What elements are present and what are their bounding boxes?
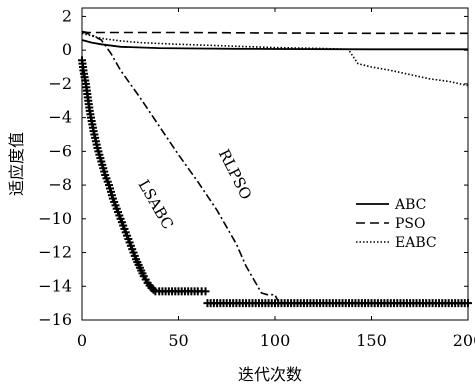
series-group (78, 30, 472, 308)
annotation-lsabc: LSABC (135, 177, 178, 233)
lsabc-line (80, 60, 206, 293)
pso-line (81, 30, 468, 35)
legend-label-pso: PSO (395, 216, 426, 232)
y-tick-label: −16 (38, 310, 72, 329)
axes: 0 50 100 150 200 2 0 −2 −4 −6 −8 −10 −12 −14 −16 迭代次数 适应… (7, 6, 475, 384)
x-axis-title: 迭代次数 (238, 365, 302, 384)
x-tick-label: 200 (453, 331, 475, 350)
y-tick-label: −4 (48, 108, 72, 127)
eabc-line (81, 32, 469, 87)
y-tick-label: −12 (38, 243, 72, 262)
x-tick-label: 0 (77, 331, 87, 350)
x-tick-label: 100 (260, 331, 291, 350)
y-tick-label: 0 (62, 40, 72, 59)
x-tick-label: 50 (168, 331, 188, 350)
y-tick-label: −14 (38, 276, 72, 295)
annotations: RLPSO LSABC (135, 146, 256, 232)
legend: ABC PSO EABC (356, 197, 437, 251)
rlpso-line (81, 30, 280, 304)
legend-label-eabc: EABC (395, 235, 437, 251)
y-tick-label: −8 (48, 175, 72, 194)
y-tick-label: −6 (48, 141, 72, 160)
y-tick-label: −10 (38, 209, 72, 228)
y-axis-title: 适应度值 (7, 132, 26, 196)
lsabc-point (201, 287, 210, 296)
y-tick-label: 2 (62, 6, 72, 25)
annotation-rlpso: RLPSO (215, 146, 256, 202)
x-tick-label: 150 (356, 331, 387, 350)
y-tick-label: −2 (48, 74, 72, 93)
legend-label-abc: ABC (394, 197, 426, 213)
